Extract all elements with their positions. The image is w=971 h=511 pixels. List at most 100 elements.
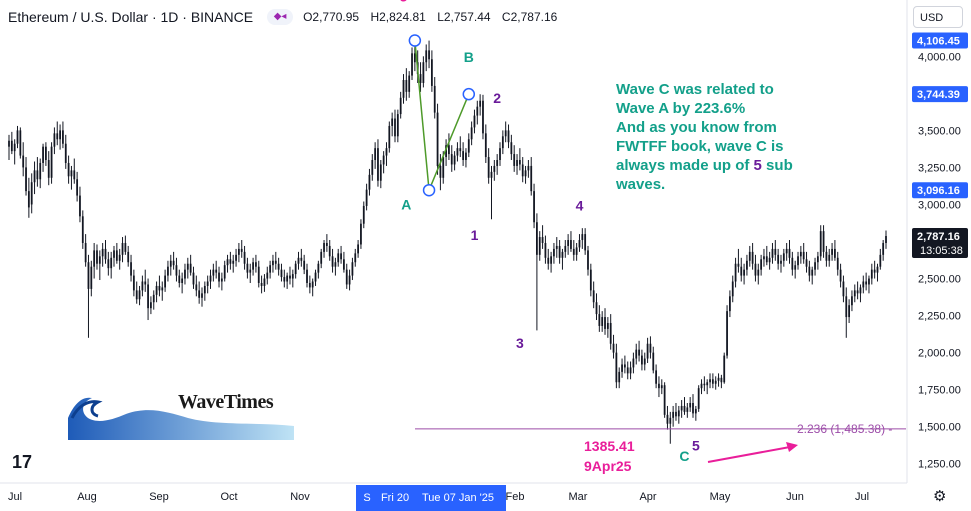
candle-body <box>110 257 113 269</box>
candle <box>865 272 868 291</box>
price-tag <box>912 86 968 103</box>
candle-body <box>237 248 240 255</box>
candle-body <box>16 130 19 144</box>
candle-body <box>198 290 201 298</box>
candle <box>743 263 745 285</box>
candle <box>842 275 845 303</box>
candle-body <box>232 260 235 264</box>
candle-body <box>186 263 189 270</box>
candle-body <box>672 411 675 418</box>
candle-body <box>649 343 652 353</box>
candle-body <box>584 234 587 251</box>
candle <box>870 263 873 285</box>
candle-body <box>666 414 669 424</box>
candle <box>27 177 30 218</box>
symbol-title[interactable]: Ethereum / U.S. Dollar · 1D · BINANCE <box>8 9 254 25</box>
candle-body <box>521 164 524 177</box>
candle-body <box>680 405 683 411</box>
price-axis[interactable]: 4,000.003,750.003,500.003,250.003,000.00… <box>906 0 971 483</box>
candle <box>572 240 575 261</box>
candle-body <box>320 251 323 264</box>
candle <box>300 248 303 267</box>
note-text: sub <box>761 157 793 174</box>
candle <box>286 272 289 289</box>
settings-gear-icon[interactable]: ⚙ <box>933 488 947 505</box>
candle-body <box>218 272 220 282</box>
candle <box>260 275 263 294</box>
candle-body <box>834 248 836 258</box>
time-axis[interactable]: Jul Aug Sep Oct Nov Feb Mar Apr May Jun Jul S Fri 20… <box>0 482 907 511</box>
pink-arrow-head <box>786 442 798 452</box>
time-tick-label: Jun <box>786 491 804 503</box>
candle <box>189 254 192 276</box>
price-tag-label: 3,096.16 <box>917 185 960 197</box>
candle <box>87 254 90 338</box>
candle <box>240 240 243 258</box>
candle-body <box>215 269 218 273</box>
low-date-label: 9Apr25 <box>584 458 632 474</box>
candle-body <box>249 269 252 273</box>
price-tick-label: 3,000.00 <box>918 199 961 211</box>
candle <box>98 250 101 281</box>
candle-body <box>130 262 132 276</box>
candle <box>805 251 808 273</box>
candle-body <box>87 262 90 289</box>
candle-body <box>209 275 212 282</box>
candle <box>16 125 19 149</box>
candle <box>357 240 359 258</box>
candle <box>581 228 584 249</box>
price-tick-label: 2,250.00 <box>918 311 961 323</box>
candle-body <box>879 254 882 267</box>
candle <box>53 127 56 155</box>
candle <box>697 385 700 412</box>
candle-body <box>689 402 692 408</box>
candle <box>544 235 547 264</box>
candle-body <box>882 242 885 255</box>
candle-body <box>482 100 484 134</box>
candle <box>547 248 550 270</box>
candle <box>47 151 50 186</box>
candle-body <box>646 343 649 359</box>
candle <box>257 260 260 288</box>
candle <box>186 257 189 279</box>
candle <box>192 266 195 289</box>
candle <box>175 257 178 282</box>
note-line: always made up of 5 sub <box>616 156 816 175</box>
candle-body <box>816 256 819 263</box>
share-icon[interactable]: ◆◂ <box>267 9 294 25</box>
candle <box>283 269 286 288</box>
candle-body <box>328 245 331 257</box>
tradingview-logo[interactable]: 17 <box>12 452 33 472</box>
candle <box>689 397 692 412</box>
candle-body <box>229 259 232 264</box>
candle-body <box>825 251 828 261</box>
candle-body <box>252 262 254 270</box>
candle-body <box>294 263 297 275</box>
candle <box>351 257 354 281</box>
candle-body <box>643 358 646 365</box>
candle-body <box>734 263 737 282</box>
candle-body <box>635 349 638 359</box>
candle <box>578 234 581 252</box>
candle <box>553 242 555 264</box>
candle <box>445 139 447 166</box>
candle-body <box>479 100 482 107</box>
candle <box>848 299 851 323</box>
ohlc-readout: O2,770.95 H2,824.81 L2,757.44 C2,787.16 <box>303 10 565 24</box>
candle-body <box>308 282 311 288</box>
open-value: O2,770.95 <box>303 10 360 24</box>
candle <box>348 269 351 291</box>
candle-body <box>53 133 56 147</box>
candle <box>518 148 521 171</box>
candle <box>677 405 680 424</box>
candle-body <box>626 367 629 374</box>
currency-button[interactable]: USD <box>913 6 963 28</box>
candle <box>828 248 831 267</box>
candle-body <box>547 257 550 264</box>
candle <box>96 244 98 270</box>
candle-body <box>272 260 274 266</box>
candle-body <box>782 253 785 261</box>
pivot-marker <box>408 34 422 47</box>
candle <box>717 373 720 387</box>
